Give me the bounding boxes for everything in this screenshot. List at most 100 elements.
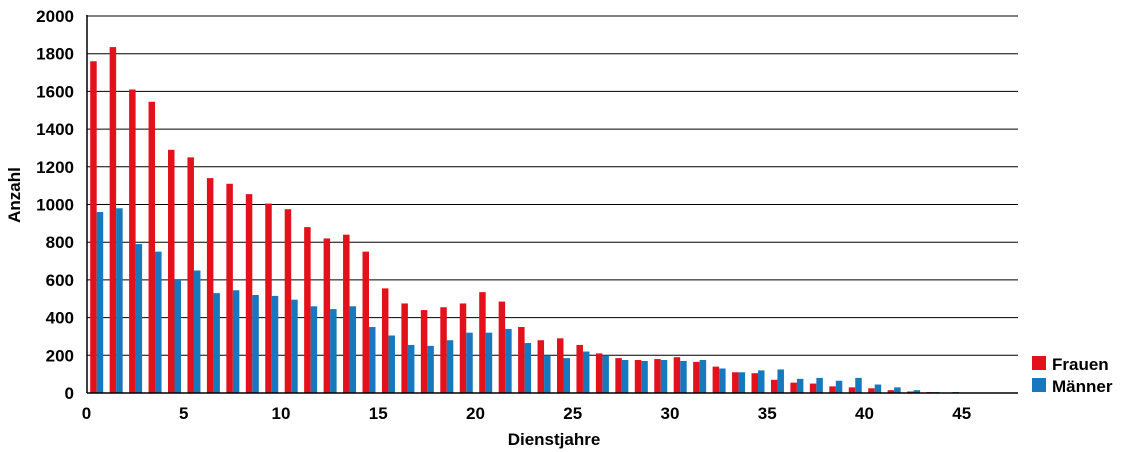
bar-frauen [887, 390, 895, 393]
bar-maenner [427, 345, 434, 394]
bar-frauen [226, 183, 233, 393]
bar-maenner [719, 368, 726, 393]
bar-frauen [381, 288, 389, 393]
bar-frauen [673, 357, 681, 393]
bar-maenner [524, 343, 532, 393]
bar-maenner [835, 380, 843, 393]
x-tick-label: 35 [758, 404, 777, 423]
bar-maenner [913, 390, 921, 393]
y-tick-label: 1600 [36, 82, 74, 101]
bar-frauen [868, 388, 875, 393]
bar-maenner [796, 378, 804, 393]
bar-frauen [557, 338, 564, 393]
bar-maenner [699, 360, 707, 393]
bar-maenner [291, 299, 298, 393]
bar-frauen [206, 178, 214, 393]
bar-frauen [459, 303, 467, 393]
x-tick-label: 25 [563, 404, 582, 423]
bar-maenner [874, 384, 882, 393]
bar-maenner [582, 351, 590, 393]
bar-frauen [401, 303, 408, 393]
bar-maenner [680, 360, 687, 393]
y-axis-title: Anzahl [5, 167, 24, 223]
bar-frauen [751, 373, 758, 393]
bar-maenner [563, 358, 570, 393]
bar-maenner [193, 270, 201, 393]
bar-frauen [420, 310, 428, 393]
y-tick-labels: 0 200 400 600 800 1000 1200 1400 1600 1800 2000 [36, 7, 74, 403]
bar-maenner [407, 344, 415, 393]
x-tick-label: 0 [82, 404, 91, 423]
bar-maenner [485, 332, 493, 393]
y-tick-label: 1800 [36, 45, 74, 64]
legend-swatch-frauen [1032, 356, 1046, 370]
legend-swatch-maenner [1032, 378, 1046, 392]
bar-maenner [446, 340, 454, 393]
bar-frauen [187, 157, 194, 394]
bar-maenner [271, 295, 279, 393]
bar-frauen [323, 238, 331, 393]
bar-frauen [498, 301, 506, 393]
bar-frauen [90, 61, 97, 394]
bar-frauen [537, 340, 545, 393]
bar-maenner [174, 279, 181, 393]
bar-maenner [116, 208, 123, 393]
bar-frauen [907, 391, 914, 393]
bar-maenner [330, 309, 337, 393]
x-tick-label: 10 [272, 404, 291, 423]
legend-label-frauen: Frauen [1052, 355, 1109, 374]
bar-maenner [855, 377, 862, 393]
bar-frauen [634, 360, 642, 393]
x-tick-labels: 0 5 10 15 20 25 30 35 40 45 [82, 404, 971, 423]
bar-frauen [654, 359, 661, 393]
bar-maenner [816, 377, 823, 393]
x-tick-label: 15 [369, 404, 388, 423]
bar-maenner [544, 355, 551, 393]
bar-frauen [770, 379, 778, 393]
bar-maenner [466, 332, 473, 393]
bar-frauen [284, 209, 292, 393]
bar-maenner [213, 293, 220, 393]
bar-frauen [712, 366, 720, 393]
legend: Frauen Männer [1032, 355, 1113, 396]
bar-maenner [232, 290, 240, 393]
bar-frauen [595, 353, 603, 393]
bar-maenner [602, 355, 609, 393]
x-tick-label: 40 [855, 404, 874, 423]
bar-maenner [894, 387, 901, 393]
bar-maenner [96, 212, 104, 393]
bar-frauen [245, 194, 253, 393]
bar-frauen [148, 101, 156, 394]
bar-maenner [641, 360, 648, 393]
y-tick-label: 0 [65, 384, 74, 403]
bar-maenner [388, 335, 395, 393]
series-maenner [96, 208, 998, 394]
bar-frauen [362, 251, 369, 394]
y-tick-label: 800 [46, 233, 74, 252]
bar-frauen [440, 307, 447, 393]
legend-label-maenner: Männer [1052, 377, 1113, 396]
y-tick-label: 2000 [36, 7, 74, 26]
series-frauen [90, 47, 992, 394]
bar-frauen [615, 358, 622, 393]
bar-maenner [252, 294, 259, 393]
x-tick-label: 5 [179, 404, 188, 423]
axes [86, 15, 1018, 394]
y-tick-label: 200 [46, 346, 74, 365]
bar-frauen [109, 47, 117, 393]
x-axis-title: Dienstjahre [508, 430, 601, 449]
bar-frauen [129, 89, 136, 393]
y-tick-label: 400 [46, 309, 74, 328]
bar-maenner [738, 372, 746, 393]
bar-maenner [310, 306, 318, 393]
bar-maenner [621, 360, 629, 393]
y-tick-label: 600 [46, 271, 74, 290]
bar-maenner [660, 360, 668, 393]
bar-maenner [758, 370, 765, 393]
y-tick-label: 1000 [36, 196, 74, 215]
bar-frauen [790, 382, 797, 393]
bar-frauen [576, 344, 583, 393]
bar-frauen [518, 327, 525, 393]
bar-frauen [732, 372, 739, 393]
